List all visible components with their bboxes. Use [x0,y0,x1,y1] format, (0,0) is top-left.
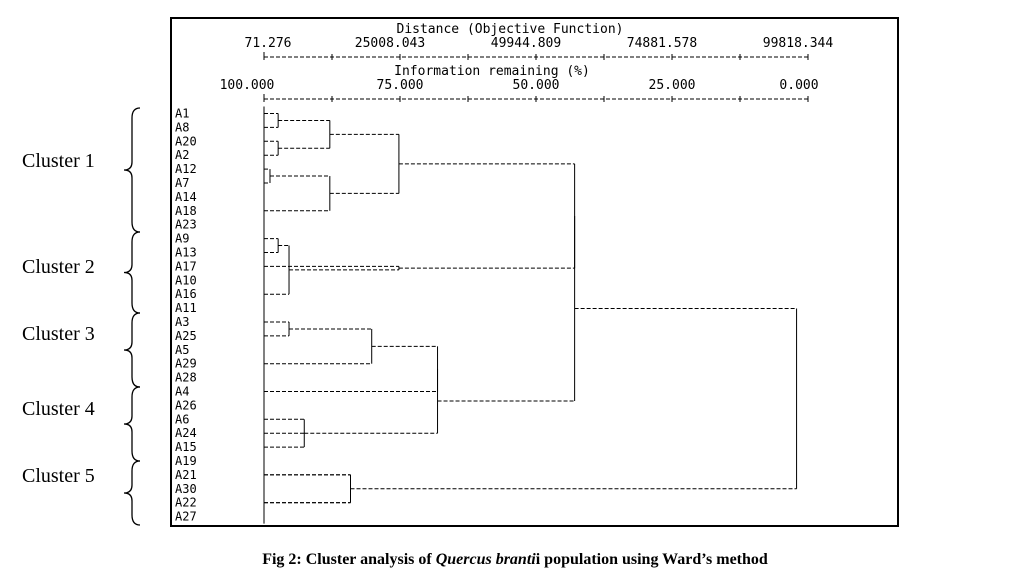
leaf-label: A11 [175,301,197,315]
leaf-label: A24 [175,426,197,440]
bottom-axis-tick-label: 50.000 [513,78,560,93]
leaf-label: A28 [175,371,197,385]
caption-prefix: Fig 2: Cluster analysis of [262,551,436,568]
chart-frame [170,17,899,527]
top-axis-title: Distance (Objective Function) [397,22,624,37]
leaf-label: A16 [175,287,197,301]
bottom-axis-title: Information remaining (%) [394,64,590,79]
leaf-label: A19 [175,454,197,468]
leaf-label: A9 [175,232,189,246]
top-axis-tick-label: 25008.043 [355,36,425,51]
caption-species-suffix: i [535,551,541,568]
leaf-label: A6 [175,412,189,426]
leaf-label: A17 [175,259,197,273]
leaf-label: A14 [175,190,197,204]
caption-species: Quercus branti [435,551,536,568]
caption-suffix: population using Ward’s method [540,551,768,568]
leaf-label: A4 [175,385,189,399]
leaf-label: A2 [175,148,189,162]
leaf-label: A12 [175,162,197,176]
cluster-5-label: Cluster 5 [22,465,95,487]
leaf-label: A5 [175,343,189,357]
leaf-label: A22 [175,496,197,510]
leaf-label: A18 [175,204,197,218]
cluster-3-brace [123,312,141,388]
leaf-label: A20 [175,134,197,148]
leaf-label: A23 [175,218,197,232]
bottom-axis-tick-label: 25.000 [649,78,696,93]
leaf-label: A27 [175,510,197,524]
cluster-2-brace [123,231,141,314]
leaf-label: A10 [175,273,197,287]
leaf-label: A1 [175,107,189,121]
cluster-5-brace [123,460,141,526]
cluster-1-label: Cluster 1 [22,150,95,172]
leaf-label: A8 [175,120,189,134]
leaf-label: A15 [175,440,197,454]
figure-caption: Fig 2: Cluster analysis of Quercus brant… [0,551,1030,569]
top-axis-tick-label: 74881.578 [627,36,697,51]
cluster-4-label: Cluster 4 [22,398,95,420]
leaf-label: A30 [175,482,197,496]
bottom-axis-tick-label: 75.000 [377,78,424,93]
cluster-2-label: Cluster 2 [22,256,95,278]
leaf-label: A29 [175,357,197,371]
top-axis-tick-label: 49944.809 [491,36,561,51]
cluster-4-brace [123,386,141,462]
cluster-1-brace [123,107,141,233]
leaf-label: A26 [175,398,197,412]
leaf-label: A25 [175,329,197,343]
leaf-label: A21 [175,468,197,482]
bottom-axis-tick-label: 0.000 [779,78,818,93]
bottom-axis-tick-label: 100.000 [220,78,275,93]
leaf-label: A13 [175,246,197,260]
leaf-label: A3 [175,315,189,329]
cluster-3-label: Cluster 3 [22,323,95,345]
top-axis-tick-label: 99818.344 [763,36,834,51]
leaf-label: A7 [175,176,189,190]
top-axis-tick-label: 71.276 [245,36,292,51]
